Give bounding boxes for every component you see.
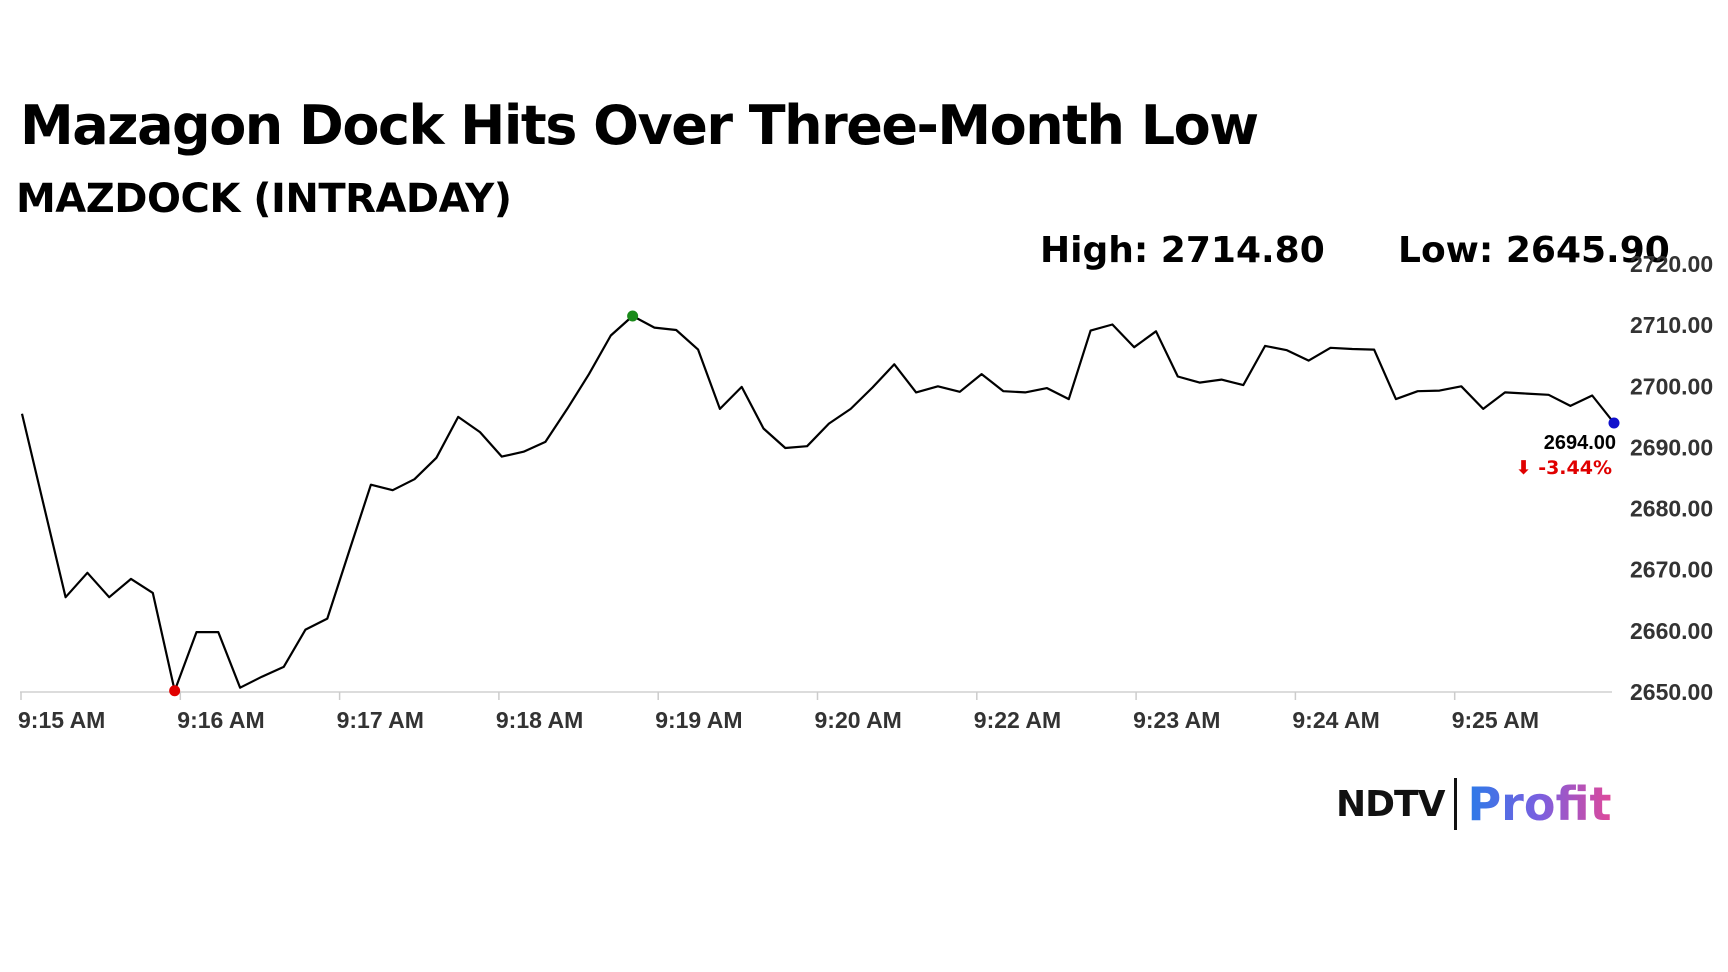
x-tick-label: 9:16 AM xyxy=(177,707,264,733)
marker-last xyxy=(1608,417,1620,429)
x-axis-ticks: 9:15 AM 9:16 AM 9:17 AM 9:18 AM 9:19 AM 9:20 … xyxy=(18,692,1539,733)
ndtv-profit-logo: NDTV Profit xyxy=(1336,774,1612,834)
price-series-line xyxy=(20,314,1615,692)
chart-markers xyxy=(169,310,1620,697)
x-tick-label: 9:18 AM xyxy=(496,707,583,733)
x-tick-label: 9:19 AM xyxy=(655,707,742,733)
ndtv-wordmark: NDTV xyxy=(1336,783,1445,825)
change-percent-label: ⬇ -3.44% xyxy=(1516,457,1612,479)
y-tick-label: 2710.00 xyxy=(1630,312,1713,338)
x-tick-label: 9:20 AM xyxy=(815,707,902,733)
y-tick-label: 2650.00 xyxy=(1630,679,1713,705)
last-price-label: 2694.00 xyxy=(1544,432,1616,454)
y-tick-label: 2700.00 xyxy=(1630,373,1713,399)
x-tick-label: 9:24 AM xyxy=(1292,707,1379,733)
high-stat: High: 2714.80 xyxy=(1040,230,1325,271)
x-tick-label: 9:15 AM xyxy=(18,707,105,733)
x-tick-label: 9:25 AM xyxy=(1452,707,1539,733)
logo-divider xyxy=(1454,778,1458,830)
low-stat: Low: 2645.90 xyxy=(1398,230,1670,271)
y-tick-label: 2680.00 xyxy=(1630,496,1713,522)
chart-subtitle: MAZDOCK (INTRADAY) xyxy=(16,176,512,222)
x-tick-label: 9:23 AM xyxy=(1133,707,1220,733)
x-tick-label: 9:17 AM xyxy=(337,707,424,733)
profit-wordmark: Profit xyxy=(1467,777,1612,831)
y-tick-label: 2720.00 xyxy=(1630,251,1713,277)
marker-high xyxy=(627,310,639,322)
y-axis-ticks: 2650.00 2660.00 2670.00 2680.00 2690.00 2700.… xyxy=(1630,251,1713,705)
y-tick-label: 2670.00 xyxy=(1630,557,1713,583)
y-tick-label: 2660.00 xyxy=(1630,618,1713,644)
y-tick-label: 2690.00 xyxy=(1630,434,1713,460)
x-tick-label: 9:22 AM xyxy=(974,707,1061,733)
chart-title: Mazagon Dock Hits Over Three-Month Low xyxy=(20,94,1259,157)
marker-low xyxy=(169,685,181,697)
